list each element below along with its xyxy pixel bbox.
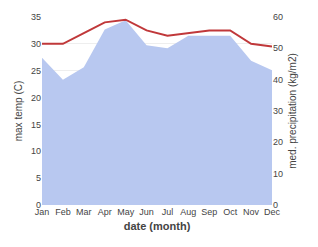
svg-text:Oct: Oct <box>223 207 238 217</box>
svg-text:Mar: Mar <box>76 207 92 217</box>
svg-text:date (month): date (month) <box>124 220 191 232</box>
svg-text:max temp (C): max temp (C) <box>13 81 24 142</box>
svg-text:20: 20 <box>31 93 41 103</box>
svg-text:30: 30 <box>273 106 283 116</box>
svg-text:10: 10 <box>31 146 41 156</box>
svg-text:Sep: Sep <box>201 207 217 217</box>
svg-text:Jul: Jul <box>162 207 174 217</box>
svg-text:Feb: Feb <box>55 207 71 217</box>
svg-text:30: 30 <box>31 39 41 49</box>
svg-text:60: 60 <box>273 12 283 22</box>
svg-text:Dec: Dec <box>264 207 281 217</box>
svg-text:Aug: Aug <box>180 207 196 217</box>
svg-text:0: 0 <box>36 200 41 210</box>
svg-text:med. precipitation (kg/m2): med. precipitation (kg/m2) <box>287 53 298 169</box>
svg-text:40: 40 <box>273 75 283 85</box>
svg-text:Jan: Jan <box>35 207 50 217</box>
svg-text:May: May <box>117 207 135 217</box>
svg-text:50: 50 <box>273 43 283 53</box>
svg-text:15: 15 <box>31 120 41 130</box>
svg-text:Apr: Apr <box>98 207 112 217</box>
svg-text:20: 20 <box>273 137 283 147</box>
svg-text:35: 35 <box>31 12 41 22</box>
svg-text:10: 10 <box>273 169 283 179</box>
svg-text:25: 25 <box>31 66 41 76</box>
svg-text:5: 5 <box>36 173 41 183</box>
svg-text:Jun: Jun <box>139 207 154 217</box>
svg-text:0: 0 <box>273 200 278 210</box>
svg-text:Nov: Nov <box>243 207 260 217</box>
